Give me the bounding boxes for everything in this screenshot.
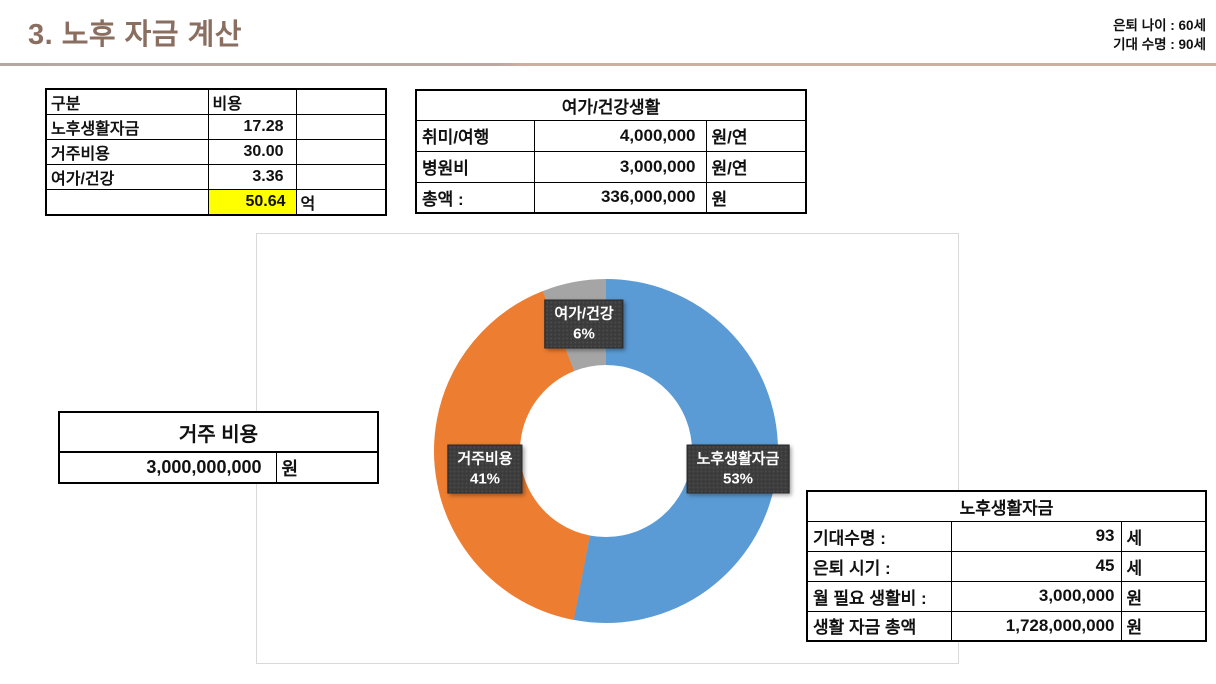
table-row: 여가/건강생활 [415,89,807,121]
living-row-unit: 세 [1120,550,1207,582]
pie-label-pct: 53% [722,470,754,487]
leisure-total-unit: 원 [705,181,807,214]
living-row-value: 3,000,000 [950,580,1122,612]
living-row-value: 45 [950,550,1122,582]
living-row-label: 생활 자금 총액 [806,610,952,642]
summary-col-category: 구분 [45,88,209,115]
table-row: 총액 : 336,000,000 원 [415,181,807,214]
summary-row-label: 거주비용 [45,139,209,165]
table-row: 병원비 3,000,000 원/연 [415,150,807,183]
pie-label-leisure: 여가/건강 6% [544,299,624,349]
living-row-unit: 원 [1120,610,1207,642]
pie-label-living-fund: 노후생활자금 53% [686,444,790,494]
donut-chart-panel: 노후생활자금 53% 거주비용 41% 여가/건강 6% [256,233,959,664]
pie-label-housing: 거주비용 41% [447,444,523,494]
summary-row-label: 여가/건강 [45,164,209,190]
living-row-value: 93 [950,520,1122,552]
living-row-label: 은퇴 시기 : [806,550,952,582]
pie-label-name: 거주비용 [457,450,513,468]
table-row: 은퇴 시기 : 45 세 [806,550,1207,582]
table-row: 기대수명 : 93 세 [806,520,1207,552]
leisure-table-title: 여가/건강생활 [415,89,807,121]
table-row: 거주비용 30.00 [45,139,387,165]
summary-row-value: 3.36 [207,164,297,190]
summary-row-unit [295,164,387,190]
table-row: 노후생활자금 17.28 [45,114,387,140]
table-row: 생활 자금 총액 1,728,000,000 원 [806,610,1207,642]
page-title: 3. 노후 자금 계산 [28,19,242,51]
leisure-row-unit: 원/연 [705,119,807,152]
title-divider [0,63,1216,66]
summary-col-unit [295,88,387,115]
living-table-title: 노후생활자금 [806,490,1207,522]
pie-label-pct: 41% [469,470,501,487]
pie-label-name: 여가/건강 [554,305,614,323]
pie-label-name: 노후생활자금 [696,450,780,468]
table-row: 50.64 억 [45,189,387,216]
retirement-age-text: 은퇴 나이 : 60세 [1113,18,1206,33]
leisure-row-value: 3,000,000 [533,150,707,183]
summary-row-unit [295,114,387,140]
leisure-row-label: 취미/여행 [415,119,535,152]
housing-box-title: 거주 비용 [58,411,379,453]
table-row: 거주 비용 [58,411,379,453]
leisure-total-value: 336,000,000 [533,181,707,214]
living-fund-table: 노후생활자금 기대수명 : 93 세 은퇴 시기 : 45 세 월 필요 생활비… [806,490,1207,642]
summary-row-unit [295,139,387,165]
summary-col-cost: 비용 [207,88,297,115]
housing-box-value: 3,000,000,000 [58,451,277,484]
summary-row-value: 30.00 [207,139,297,165]
summary-total-unit: 억 [295,189,387,216]
table-row: 노후생활자금 [806,490,1207,522]
housing-box-unit: 원 [275,451,379,484]
table-row: 구분 비용 [45,88,387,115]
summary-row-value: 17.28 [207,114,297,140]
living-row-unit: 원 [1120,580,1207,612]
living-row-label: 월 필요 생활비 : [806,580,952,612]
summary-cost-table: 구분 비용 노후생활자금 17.28 거주비용 30.00 여가/건강 3.36… [45,88,387,216]
pie-label-pct: 6% [573,325,595,342]
housing-cost-box: 거주 비용 3,000,000,000 원 [58,411,379,484]
living-row-label: 기대수명 : [806,520,952,552]
table-row: 여가/건강 3.36 [45,164,387,190]
leisure-row-unit: 원/연 [705,150,807,183]
life-expectancy-text: 기대 수명 : 90세 [1113,36,1206,52]
table-row: 취미/여행 4,000,000 원/연 [415,119,807,152]
table-row: 3,000,000,000 원 [58,451,379,484]
leisure-health-table: 여가/건강생활 취미/여행 4,000,000 원/연 병원비 3,000,00… [415,89,807,214]
leisure-row-label: 병원비 [415,150,535,183]
summary-total-label [45,189,209,216]
leisure-total-label: 총액 : [415,181,535,214]
living-row-unit: 세 [1120,520,1207,552]
living-row-value: 1,728,000,000 [950,610,1122,642]
table-row: 월 필요 생활비 : 3,000,000 원 [806,580,1207,612]
retirement-info: 은퇴 나이 : 60세 기대 수명 : 90세 [1113,17,1206,55]
summary-total-value-highlighted: 50.64 [207,189,297,216]
leisure-row-value: 4,000,000 [533,119,707,152]
summary-row-label: 노후생활자금 [45,114,209,140]
